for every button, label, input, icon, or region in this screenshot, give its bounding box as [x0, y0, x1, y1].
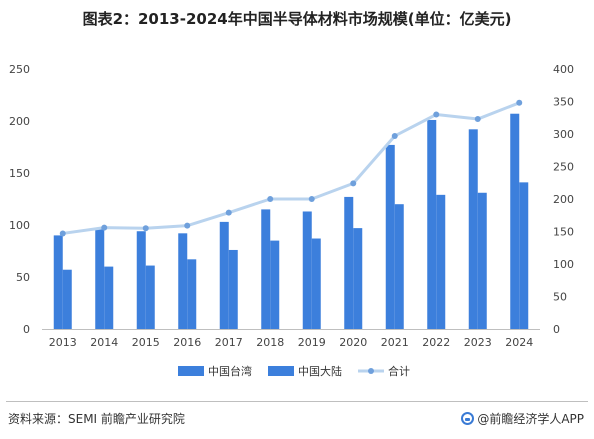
bar-mainland: [436, 194, 446, 329]
right-y-tick-label: 150: [553, 226, 574, 239]
total-point: [474, 116, 481, 123]
right-y-tick-label: 200: [553, 193, 574, 206]
bar-taiwan: [95, 229, 105, 329]
left-y-tick-label: 0: [23, 323, 30, 336]
total-point: [516, 99, 523, 106]
bar-mainland: [187, 259, 197, 329]
total-line: [62, 101, 520, 235]
chart-total-line: [59, 99, 523, 237]
right-y-axis-labels: 0 50 100 150 200 250 300 350 400: [553, 63, 574, 336]
bar-taiwan: [302, 211, 312, 329]
right-y-tick-label: 100: [553, 258, 574, 271]
total-point: [308, 196, 315, 202]
bar-mainland: [353, 228, 363, 329]
right-y-tick-label: 400: [553, 63, 574, 76]
bar-taiwan: [510, 113, 520, 329]
x-tick-label: 2013: [49, 336, 77, 349]
legend-label-total: 合计: [388, 364, 410, 378]
bar-mainland: [477, 192, 487, 329]
x-tick-label: 2021: [381, 336, 409, 349]
total-point: [350, 180, 357, 187]
x-tick-label: 2023: [464, 336, 492, 349]
bar-taiwan: [136, 231, 146, 329]
right-y-tick-label: 0: [553, 323, 560, 336]
legend-marker-total: [368, 368, 374, 374]
total-point: [391, 132, 398, 139]
legend-label-mainland: 中国大陆: [298, 364, 342, 378]
brand-logo-icon: [461, 412, 475, 425]
bar-taiwan: [219, 221, 229, 329]
x-tick-label: 2024: [505, 336, 533, 349]
x-tick-label: 2014: [90, 336, 118, 349]
bar-mainland: [311, 238, 321, 329]
left-y-tick-label: 200: [9, 115, 30, 128]
bar-taiwan: [427, 119, 437, 330]
bar-mainland: [145, 265, 155, 329]
bar-mainland: [62, 269, 72, 329]
bar-mainland: [228, 249, 238, 329]
right-y-tick-label: 350: [553, 96, 574, 109]
chart-bars: [53, 113, 529, 330]
bar-taiwan: [468, 129, 478, 329]
right-y-tick-label: 250: [553, 161, 574, 174]
total-point: [184, 222, 191, 229]
bar-taiwan: [178, 233, 188, 329]
bar-mainland: [104, 266, 114, 329]
bar-taiwan: [385, 144, 395, 329]
footer-divider: [6, 401, 588, 402]
left-y-tick-label: 50: [16, 271, 30, 284]
brand-label: @前瞻经济学人APP: [477, 412, 584, 426]
bar-mainland: [394, 204, 404, 329]
bar-taiwan: [344, 196, 354, 329]
chart: 2013 2014 2015 2016 2017 2018 2019 2020 2021 2022…: [9, 63, 574, 378]
bar-mainland: [519, 182, 529, 329]
x-axis-labels: 2013 2014 2015 2016 2017 2018 2019 2020 2021 2022…: [49, 336, 534, 349]
x-tick-label: 2022: [422, 336, 450, 349]
x-tick-label: 2016: [173, 336, 201, 349]
x-tick-label: 2020: [339, 336, 367, 349]
x-tick-label: 2019: [298, 336, 326, 349]
left-y-axis-labels: 0 50 100 150 200 250: [9, 63, 30, 336]
chart-title: 图表2：2013-2024年中国半导体材料市场规模(单位：亿美元): [82, 10, 512, 28]
total-point: [225, 209, 232, 216]
legend-label-taiwan: 中国台湾: [208, 364, 252, 378]
brand-credit: @前瞻经济学人APP: [461, 410, 584, 427]
right-y-tick-label: 50: [553, 291, 567, 304]
total-point: [142, 225, 149, 232]
bar-taiwan: [53, 235, 63, 329]
bar-taiwan: [261, 209, 271, 329]
total-point: [101, 224, 108, 231]
chart-legend: 中国台湾 中国大陆 合计: [178, 364, 410, 378]
bar-mainland: [270, 240, 280, 329]
source-note: 资料来源：SEMI 前瞻产业研究院: [8, 412, 185, 426]
left-y-tick-label: 100: [9, 219, 30, 232]
x-tick-label: 2015: [132, 336, 160, 349]
right-y-tick-label: 300: [553, 128, 574, 141]
x-tick-label: 2017: [215, 336, 243, 349]
total-point: [267, 196, 274, 202]
legend-swatch-taiwan: [178, 366, 204, 376]
total-point: [433, 111, 440, 118]
legend-swatch-mainland: [268, 366, 294, 376]
x-tick-label: 2018: [256, 336, 284, 349]
left-y-tick-label: 250: [9, 63, 30, 76]
total-point: [59, 230, 66, 237]
left-y-tick-label: 150: [9, 167, 30, 180]
